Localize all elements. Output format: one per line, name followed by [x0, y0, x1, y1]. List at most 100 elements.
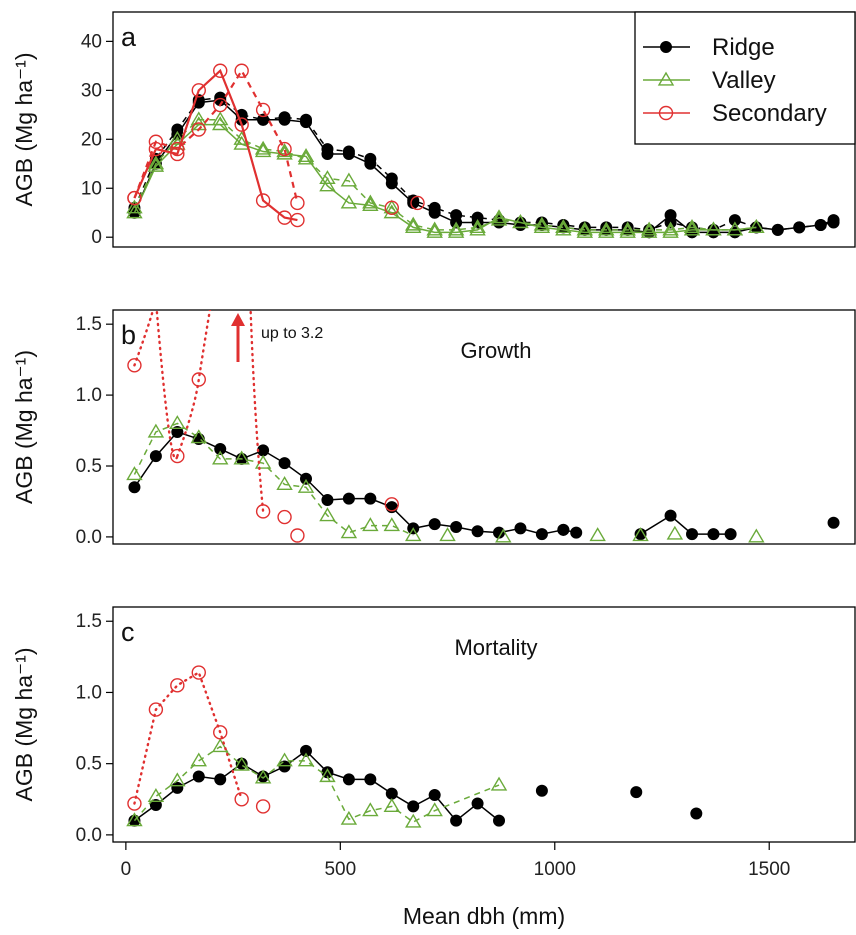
data-point-ridge: [428, 518, 441, 531]
data-point-secondary: [191, 122, 206, 137]
data-point-valley: [276, 476, 293, 491]
data-point-valley: [533, 216, 551, 231]
data-point-valley: [340, 194, 358, 209]
panel-title: Mortality: [454, 635, 537, 660]
data-point-valley: [512, 214, 529, 229]
data-point-valley: [254, 140, 272, 155]
data-point-valley: [340, 810, 358, 825]
data-point-valley: [190, 429, 208, 444]
up-arrow-head-icon: [231, 313, 245, 326]
data-point-valley: [383, 798, 401, 812]
data-point-ridge: [707, 528, 720, 541]
data-point-secondary: [277, 509, 292, 525]
data-point-valley: [405, 813, 422, 828]
data-point-secondary: [191, 665, 206, 680]
data-point-ridge: [300, 113, 313, 126]
data-point-ridge: [149, 450, 162, 463]
data-point-valley: [276, 752, 293, 767]
data-point-secondary: [384, 200, 399, 216]
data-point-valley: [169, 130, 186, 145]
y-tick-label: 1.5: [76, 611, 102, 632]
data-point-ridge: [364, 152, 377, 165]
panel-a: 0 10 20 30 40 AGB (Mg ha⁻¹) a: [11, 11, 856, 248]
data-point-ridge: [257, 444, 270, 457]
data-point-ridge: [450, 520, 463, 533]
data-point-ridge: [321, 143, 334, 156]
data-point-valley: [169, 772, 186, 787]
data-point-ridge: [128, 481, 141, 494]
data-point-ridge: [300, 744, 313, 757]
panel-b: 0.0 0.5 1.0 1.5 AGB (Mg ha⁻¹) b Growth up to 3.…: [11, 309, 856, 548]
data-point-ridge: [686, 528, 699, 541]
y-tick-label: 10: [81, 178, 102, 199]
data-point-secondary: [255, 102, 271, 118]
data-point-valley: [383, 517, 401, 532]
data-point-valley: [447, 221, 465, 236]
data-point-ridge: [171, 781, 184, 794]
data-point-secondary: [290, 528, 305, 543]
data-point-ridge: [342, 145, 355, 158]
data-point-valley: [126, 204, 143, 219]
data-point-valley: [576, 223, 594, 238]
data-point-valley: [490, 209, 508, 224]
data-point-secondary: [170, 678, 185, 693]
data-point-valley: [169, 415, 186, 430]
panel-frame: [112, 606, 856, 843]
data-point-secondary: [213, 63, 228, 78]
y-tick-label: 0.5: [76, 456, 102, 477]
data-point-valley: [362, 802, 379, 817]
data-point-valley: [383, 204, 401, 219]
data-point-valley: [598, 223, 615, 238]
data-point-ridge: [364, 773, 377, 786]
data-point-valley: [297, 752, 315, 767]
y-tick-label: 0.0: [76, 527, 102, 548]
data-point-valley: [683, 219, 701, 234]
data-point-secondary: [234, 792, 249, 807]
data-point-valley: [212, 450, 229, 465]
data-point-secondary: [277, 141, 292, 157]
data-point-valley: [555, 221, 572, 236]
data-point-secondary: [213, 97, 228, 113]
data-point-secondary: [148, 134, 164, 149]
data-point-valley: [598, 221, 615, 236]
data-point-valley: [683, 221, 701, 236]
data-point-valley: [447, 223, 465, 238]
data-point-valley: [362, 517, 379, 532]
data-point-valley: [576, 221, 594, 236]
panel-frame: [112, 309, 856, 545]
data-point-ridge: [214, 773, 227, 786]
data-point-secondary: [170, 146, 185, 162]
x-tick-label: 500: [324, 859, 356, 880]
data-point-ridge: [664, 509, 677, 522]
series-line-secondary: [133, 68, 299, 204]
data-point-valley: [126, 199, 143, 214]
y-tick-label: 0: [91, 227, 102, 248]
data-point-valley: [340, 524, 358, 539]
data-point-valley: [254, 769, 272, 784]
data-point-ridge: [278, 111, 291, 124]
data-point-valley: [147, 423, 165, 438]
data-point-secondary: [148, 702, 164, 717]
y-axis-label: AGB (Mg ha⁻¹): [11, 350, 37, 504]
data-point-valley: [147, 155, 165, 170]
data-point-ridge: [385, 787, 398, 800]
data-point-valley: [748, 219, 765, 234]
legend-marker-valley: [657, 71, 675, 86]
data-point-valley: [426, 221, 443, 236]
data-point-valley: [233, 756, 250, 771]
data-point-ridge: [342, 773, 355, 786]
secondary-trend-line: [133, 670, 243, 805]
data-point-secondary: [234, 117, 249, 132]
y-tick-label: 0.0: [76, 825, 102, 846]
series-line-ridge: [133, 96, 834, 231]
panel-title: Growth: [461, 338, 532, 363]
data-point-valley: [555, 219, 572, 234]
panel-data: [126, 665, 703, 828]
data-point-ridge: [257, 113, 270, 126]
data-point-valley: [340, 172, 358, 187]
data-point-valley: [469, 219, 486, 234]
data-point-valley: [619, 221, 636, 236]
secondary-trend-line: [133, 310, 155, 367]
y-tick-label: 20: [81, 129, 102, 150]
